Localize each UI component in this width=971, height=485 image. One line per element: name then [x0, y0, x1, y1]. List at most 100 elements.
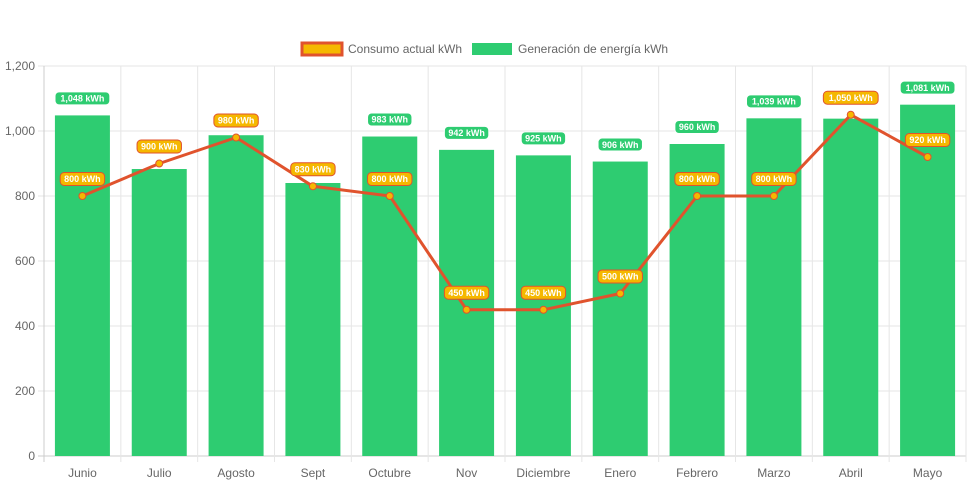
data-label-text: 920 kWh: [909, 135, 946, 145]
bar-series-generacion: [54, 104, 956, 457]
bar-data-labels: 1,048 kWh 983 kWh 942 kWh 925 kWh 906 kWh 960…: [54, 80, 956, 152]
chart-legend[interactable]: Consumo actual kWh Generación de energía…: [300, 41, 668, 57]
data-label-box: [213, 113, 259, 128]
line-point: [462, 305, 471, 314]
line-data-label: 830 kWh: [290, 162, 336, 177]
line-data-label: 980 kWh: [213, 113, 259, 128]
data-label-box: [597, 269, 643, 284]
line-data-label: 800 kWh: [367, 172, 413, 186]
line-data-label: 800 kWh: [751, 172, 797, 186]
data-label-text: 925 kWh: [525, 134, 562, 144]
line-data-label: 800 kWh: [59, 172, 106, 186]
data-label-text: 980 kWh: [218, 116, 255, 126]
bar: [54, 115, 110, 457]
bar-data-label: 960 kWh: [674, 120, 720, 134]
bar: [746, 118, 802, 456]
bar-data-label: 1,081 kWh: [899, 80, 956, 95]
x-tick-label: Nov: [456, 466, 477, 480]
data-label-box: [674, 120, 720, 134]
bar-data-label: 1,039 kWh: [746, 94, 802, 109]
line-data-label: 900 kWh: [136, 139, 182, 154]
line-point: [923, 153, 932, 161]
bar: [131, 169, 187, 456]
data-label-text: 906 kWh: [602, 140, 639, 150]
data-label-box: [443, 125, 490, 140]
legend-label-consumo: Consumo actual kWh: [348, 42, 462, 56]
bar-data-label: 1,048 kWh: [54, 91, 111, 106]
data-label-box: [904, 133, 951, 147]
bar: [592, 161, 648, 457]
y-tick-label: 1,200: [5, 59, 35, 73]
legend-label-generacion: Generación de energía kWh: [518, 42, 668, 56]
x-tick-label: Octubre: [368, 466, 411, 480]
data-label-box: [367, 112, 413, 127]
line-point: [846, 110, 855, 119]
data-label-text: 1,081 kWh: [906, 83, 950, 93]
y-tick-label: 800: [15, 189, 35, 203]
data-label-box: [136, 139, 182, 154]
x-tick-label: Julio: [147, 466, 172, 480]
line-point: [78, 192, 87, 200]
y-tick-label: 200: [15, 384, 35, 398]
line-data-label: 800 kWh: [674, 172, 720, 186]
data-label-box: [597, 137, 643, 152]
line-point: [385, 192, 394, 200]
data-label-text: 1,050 kWh: [829, 93, 873, 103]
bar: [208, 135, 264, 456]
y-tick-label: 400: [15, 319, 35, 333]
bar: [439, 149, 495, 456]
data-label-box: [746, 94, 802, 109]
line-data-label: 450 kWh: [520, 285, 567, 300]
bar-data-label: 925 kWh: [520, 131, 567, 146]
data-label-box: [54, 91, 111, 106]
data-label-box: [520, 131, 567, 146]
data-label-text: 1,039 kWh: [752, 97, 796, 107]
x-tick-label: Marzo: [757, 466, 791, 480]
data-label-text: 960 kWh: [679, 122, 716, 132]
x-tick-label: Mayo: [913, 466, 943, 480]
line-data-label: 1,050 kWh: [822, 90, 879, 105]
x-tick-label: Junio: [68, 466, 97, 480]
data-label-box: [59, 172, 106, 186]
line-point: [616, 289, 625, 298]
data-label-text: 800 kWh: [679, 174, 716, 184]
bar-data-label: 983 kWh: [367, 112, 413, 127]
data-label-text: 450 kWh: [448, 288, 485, 298]
line-point: [769, 192, 778, 200]
legend-swatch-generacion: [472, 43, 512, 55]
data-label-text: 983 kWh: [371, 115, 408, 125]
bar: [362, 136, 418, 456]
data-label-box: [674, 172, 720, 186]
data-label-box: [290, 162, 336, 177]
line-point: [308, 182, 317, 191]
line-data-label: 500 kWh: [597, 269, 643, 284]
line-data-labels: 800 kWh 900 kWh 980 kWh 830 kWh 800 kWh 450 k…: [59, 90, 951, 300]
line-data-label: 920 kWh: [904, 133, 951, 147]
data-label-text: 1,048 kWh: [60, 94, 104, 104]
y-tick-label: 0: [28, 449, 35, 463]
bar: [285, 183, 341, 456]
data-label-text: 800 kWh: [371, 174, 408, 184]
x-tick-label: Febrero: [676, 466, 718, 480]
x-tick-label: Agosto: [217, 466, 255, 480]
line-point: [232, 133, 241, 142]
bar-data-label: 942 kWh: [443, 125, 490, 140]
legend-swatch-consumo: [300, 41, 344, 57]
bar: [669, 144, 725, 456]
grid-lines: [38, 65, 967, 462]
data-label-text: 800 kWh: [64, 174, 101, 184]
x-tick-label: Diciembre: [516, 466, 570, 480]
data-label-box: [751, 172, 797, 186]
line-point: [155, 159, 164, 168]
line-point: [539, 305, 548, 314]
data-label-text: 500 kWh: [602, 272, 639, 282]
line-point: [693, 192, 702, 200]
data-label-text: 800 kWh: [756, 174, 793, 184]
line-data-label: 450 kWh: [443, 285, 490, 300]
data-label-text: 942 kWh: [448, 128, 485, 138]
x-tick-label: Enero: [604, 466, 636, 480]
data-label-box: [520, 285, 567, 300]
data-label-box: [899, 80, 956, 95]
